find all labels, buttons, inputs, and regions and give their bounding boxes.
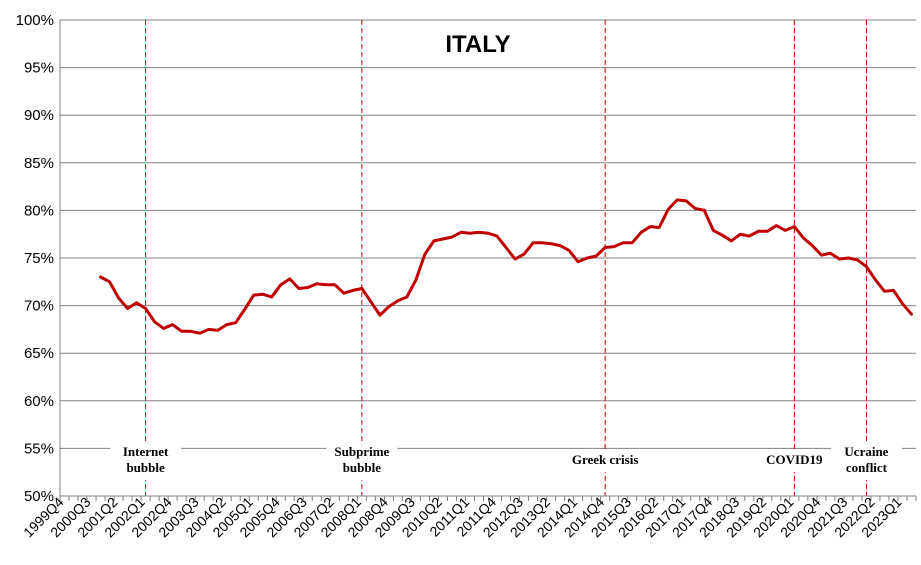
event-label-bg	[554, 450, 656, 472]
axes	[59, 20, 917, 501]
y-tick-label: 60%	[24, 393, 54, 410]
y-tick-label: 100%	[16, 12, 54, 29]
y-tick-label: 75%	[24, 250, 54, 267]
y-tick-label: 90%	[24, 107, 54, 124]
y-tick-label: 50%	[24, 488, 54, 505]
event-label-bg	[762, 450, 826, 472]
y-tick-label: 65%	[24, 345, 54, 362]
y-tick-labels: 50% 55% 60% 65% 70% 75% 80% 85% 90% 95% 100%	[16, 12, 54, 505]
event-label: bubble	[126, 460, 165, 475]
event-label: Ucraine	[844, 444, 888, 459]
event-label-bg	[831, 442, 902, 480]
event-label-bg	[110, 442, 181, 480]
y-tick-label: 55%	[24, 440, 54, 457]
event-label: Greek crisis	[572, 452, 639, 467]
event-label: conflict	[846, 460, 888, 475]
y-tick-label: 95%	[24, 60, 54, 77]
series-line	[99, 198, 913, 335]
event-lines	[145, 20, 867, 496]
event-label: Subprime	[334, 444, 389, 459]
event-label: COVID19	[766, 452, 823, 467]
y-tick-label: 85%	[24, 155, 54, 172]
chart-title: ITALY	[445, 31, 510, 58]
y-tick-label: 80%	[24, 202, 54, 219]
y-tick-label: 70%	[24, 298, 54, 315]
series-layer	[99, 198, 913, 335]
event-label: bubble	[343, 460, 382, 475]
gridlines	[60, 19, 916, 449]
event-label-bg	[326, 442, 398, 480]
event-label: Internet	[123, 444, 169, 459]
